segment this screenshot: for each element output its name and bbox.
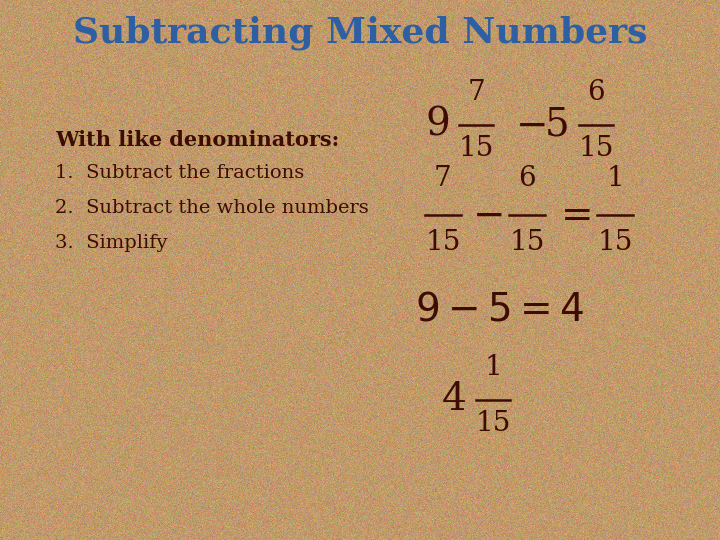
Text: 3.  Simplify: 3. Simplify [55, 234, 168, 252]
Text: 6: 6 [588, 79, 605, 106]
Text: 15: 15 [509, 229, 545, 256]
Text: 1: 1 [606, 165, 624, 192]
Text: 1: 1 [484, 354, 502, 381]
Text: 15: 15 [459, 135, 494, 162]
Text: With like denominators:: With like denominators: [55, 130, 339, 150]
Text: 9: 9 [426, 106, 450, 144]
Text: Subtracting Mixed Numbers: Subtracting Mixed Numbers [73, 16, 647, 50]
Text: 15: 15 [578, 135, 613, 162]
Text: 15: 15 [475, 410, 510, 437]
Text: 4: 4 [442, 381, 467, 418]
Text: 7: 7 [467, 79, 485, 106]
Text: $-$: $-$ [472, 197, 503, 233]
Text: 1.  Subtract the fractions: 1. Subtract the fractions [55, 164, 305, 182]
Text: 7: 7 [434, 165, 452, 192]
Text: 5: 5 [545, 106, 570, 144]
Text: 6: 6 [518, 165, 536, 192]
Text: $-$: $-$ [515, 106, 545, 144]
Text: $9-5=4$: $9-5=4$ [415, 292, 585, 328]
Text: 15: 15 [426, 229, 461, 256]
Text: 15: 15 [598, 229, 633, 256]
Text: $=$: $=$ [553, 197, 591, 233]
Text: 2.  Subtract the whole numbers: 2. Subtract the whole numbers [55, 199, 369, 217]
